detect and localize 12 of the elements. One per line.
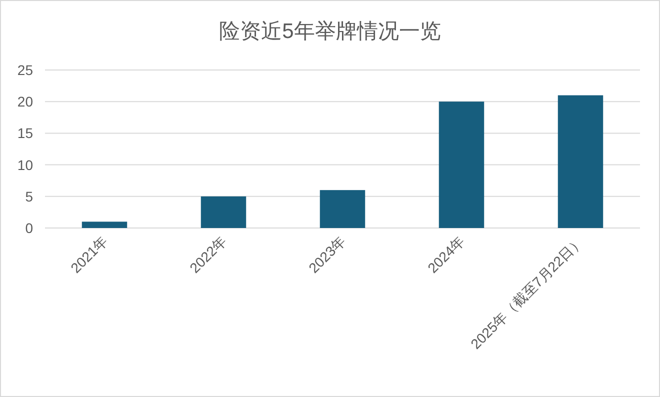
chart-title: 险资近5年举牌情况一览 [219, 20, 441, 43]
bar [558, 95, 604, 228]
y-tick-label: 10 [17, 156, 34, 173]
bar [320, 190, 366, 228]
y-tick-label: 25 [17, 62, 34, 78]
y-tick-label: 0 [25, 220, 34, 236]
bar [200, 196, 246, 228]
bar [82, 222, 128, 228]
y-tick-label: 15 [17, 125, 34, 142]
y-tick-label: 5 [25, 188, 34, 204]
bar [438, 102, 484, 228]
y-tick-label: 20 [17, 94, 34, 110]
